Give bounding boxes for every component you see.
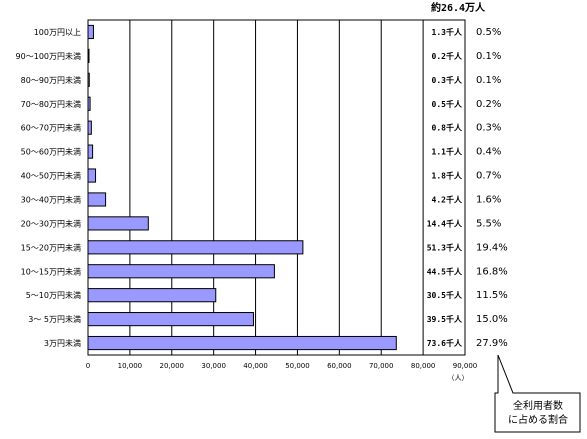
share-label: 0.4% bbox=[476, 147, 501, 158]
bar bbox=[87, 240, 304, 255]
count-label: 1.3千人 bbox=[432, 27, 463, 37]
share-label: 11.5% bbox=[476, 290, 508, 301]
category-label: 40〜50万円未満 bbox=[21, 171, 81, 181]
count-label: 30.5千人 bbox=[427, 290, 463, 300]
category-label: 3万円未満 bbox=[44, 338, 81, 348]
x-axis-unit-label: （人） bbox=[448, 374, 469, 382]
share-labels: 0.5% 0.1% 0.1% 0.2% 0.3% 0.4% 0.7% 1.6% 5.5% 19.4… bbox=[476, 27, 508, 349]
share-label: 1.6% bbox=[476, 194, 501, 205]
count-label: 1.1千人 bbox=[432, 147, 463, 157]
share-label: 27.9% bbox=[476, 338, 508, 349]
callout-text: 全利用者数 に占める割合 bbox=[500, 400, 576, 428]
share-label: 15.0% bbox=[476, 314, 508, 325]
x-tick-label: 80,000 bbox=[411, 362, 436, 370]
category-label: 10〜15万円未満 bbox=[21, 266, 81, 276]
category-label: 90〜100万円未満 bbox=[16, 51, 81, 61]
bar bbox=[87, 144, 94, 159]
x-tick-label: 10,000 bbox=[118, 362, 143, 370]
share-label: 5.5% bbox=[476, 218, 501, 229]
grid-lines bbox=[129, 20, 424, 355]
category-label: 100万円以上 bbox=[34, 28, 81, 37]
share-label: 0.7% bbox=[476, 171, 501, 182]
share-label: 0.5% bbox=[476, 27, 501, 38]
share-label: 0.1% bbox=[476, 51, 501, 62]
category-label: 5〜10万円未満 bbox=[26, 290, 81, 300]
x-tick-label: 40,000 bbox=[243, 362, 268, 370]
bar bbox=[87, 335, 397, 351]
category-labels: 100万円以上 90〜100万円未満 80〜90万円未満 70〜80万円未満 60〜70… bbox=[16, 28, 81, 348]
count-label: 0.8千人 bbox=[432, 123, 463, 133]
x-tick-label: 0 bbox=[86, 362, 90, 370]
x-tick-label: 60,000 bbox=[327, 362, 352, 370]
share-label: 0.2% bbox=[476, 99, 501, 110]
x-tick-labels: 0 10,000 20,000 30,000 40,000 50,000 60,000 70,… bbox=[86, 362, 477, 370]
share-label: 16.8% bbox=[476, 266, 508, 277]
bar bbox=[87, 168, 97, 183]
total-label: 約26.4万人 bbox=[431, 1, 486, 14]
share-label: 0.1% bbox=[476, 75, 501, 86]
callout-line-2: に占める割合 bbox=[508, 415, 568, 426]
category-label: 30〜40万円未満 bbox=[21, 194, 81, 204]
bar bbox=[87, 264, 275, 279]
x-tick-label: 90,000 bbox=[453, 362, 478, 370]
count-label: 73.6千人 bbox=[427, 338, 463, 348]
count-label: 14.4千人 bbox=[427, 218, 463, 228]
count-label: 0.2千人 bbox=[432, 51, 463, 61]
count-label: 51.3千人 bbox=[427, 242, 463, 252]
bar bbox=[87, 24, 94, 40]
count-label: 0.5千人 bbox=[432, 99, 463, 109]
category-label: 60〜70万円未満 bbox=[21, 123, 81, 133]
plot-frame bbox=[87, 19, 466, 356]
count-label: 0.3千人 bbox=[432, 75, 463, 85]
callout-line-1: 全利用者数 bbox=[513, 401, 563, 412]
x-tick-label: 20,000 bbox=[160, 362, 185, 370]
count-label: 39.5千人 bbox=[427, 314, 463, 324]
category-label: 80〜90万円未満 bbox=[21, 75, 81, 85]
count-label: 44.5千人 bbox=[427, 266, 463, 276]
bar bbox=[87, 120, 92, 135]
category-label: 3〜 5万円未満 bbox=[28, 314, 81, 324]
category-label: 20〜30万円未満 bbox=[21, 218, 81, 228]
category-label: 15〜20万円未満 bbox=[21, 242, 81, 252]
bar bbox=[87, 192, 107, 207]
x-tick-label: 70,000 bbox=[369, 362, 394, 370]
callout-box bbox=[494, 354, 581, 433]
category-label: 50〜60万円未満 bbox=[21, 147, 81, 157]
x-tick-label: 30,000 bbox=[201, 362, 226, 370]
count-label: 4.2千人 bbox=[432, 194, 463, 204]
bar bbox=[87, 288, 217, 303]
x-tick-label: 50,000 bbox=[285, 362, 310, 370]
count-labels: 1.3千人 0.2千人 0.3千人 0.5千人 0.8千人 1.1千人 1.8千人 4.2千人… bbox=[427, 27, 463, 348]
share-label: 19.4% bbox=[476, 242, 508, 253]
category-label: 70〜80万円未満 bbox=[21, 99, 81, 109]
count-label: 1.8千人 bbox=[432, 171, 463, 181]
share-label: 0.3% bbox=[476, 123, 501, 134]
bar bbox=[87, 216, 149, 231]
bar bbox=[87, 312, 254, 327]
bars bbox=[87, 24, 397, 351]
